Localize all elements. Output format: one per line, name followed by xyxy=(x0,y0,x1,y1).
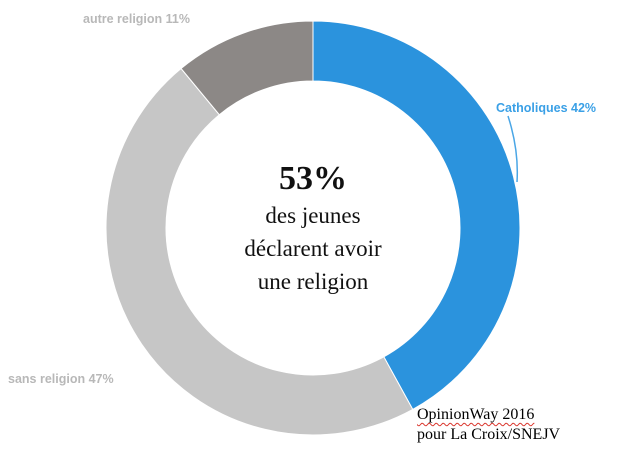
slice-label-sans-religion: sans religion 47% xyxy=(8,372,114,386)
source-brand: OpinionWay 2016 xyxy=(417,406,535,423)
slice-sans-religion xyxy=(105,67,414,436)
source-note: OpinionWay 2016 pour La Croix/SNEJV xyxy=(417,405,560,445)
catholiques-bracket xyxy=(507,115,519,183)
slice-label-catholiques: Catholiques 42% xyxy=(496,101,596,115)
center-headline: 53% xyxy=(279,160,347,197)
slice-autre-religion xyxy=(180,20,314,116)
slice-label-autre-religion: autre religion 11% xyxy=(83,12,190,26)
center-line-1: des jeunes xyxy=(265,203,360,228)
slice-catholiques xyxy=(312,20,521,411)
center-line-3: une religion xyxy=(258,269,369,294)
center-line-2: déclarent avoir xyxy=(244,236,382,261)
donut-slices xyxy=(105,20,521,436)
source-line-1: OpinionWay 2016 xyxy=(417,405,560,425)
source-line-2: pour La Croix/SNEJV xyxy=(417,426,561,443)
